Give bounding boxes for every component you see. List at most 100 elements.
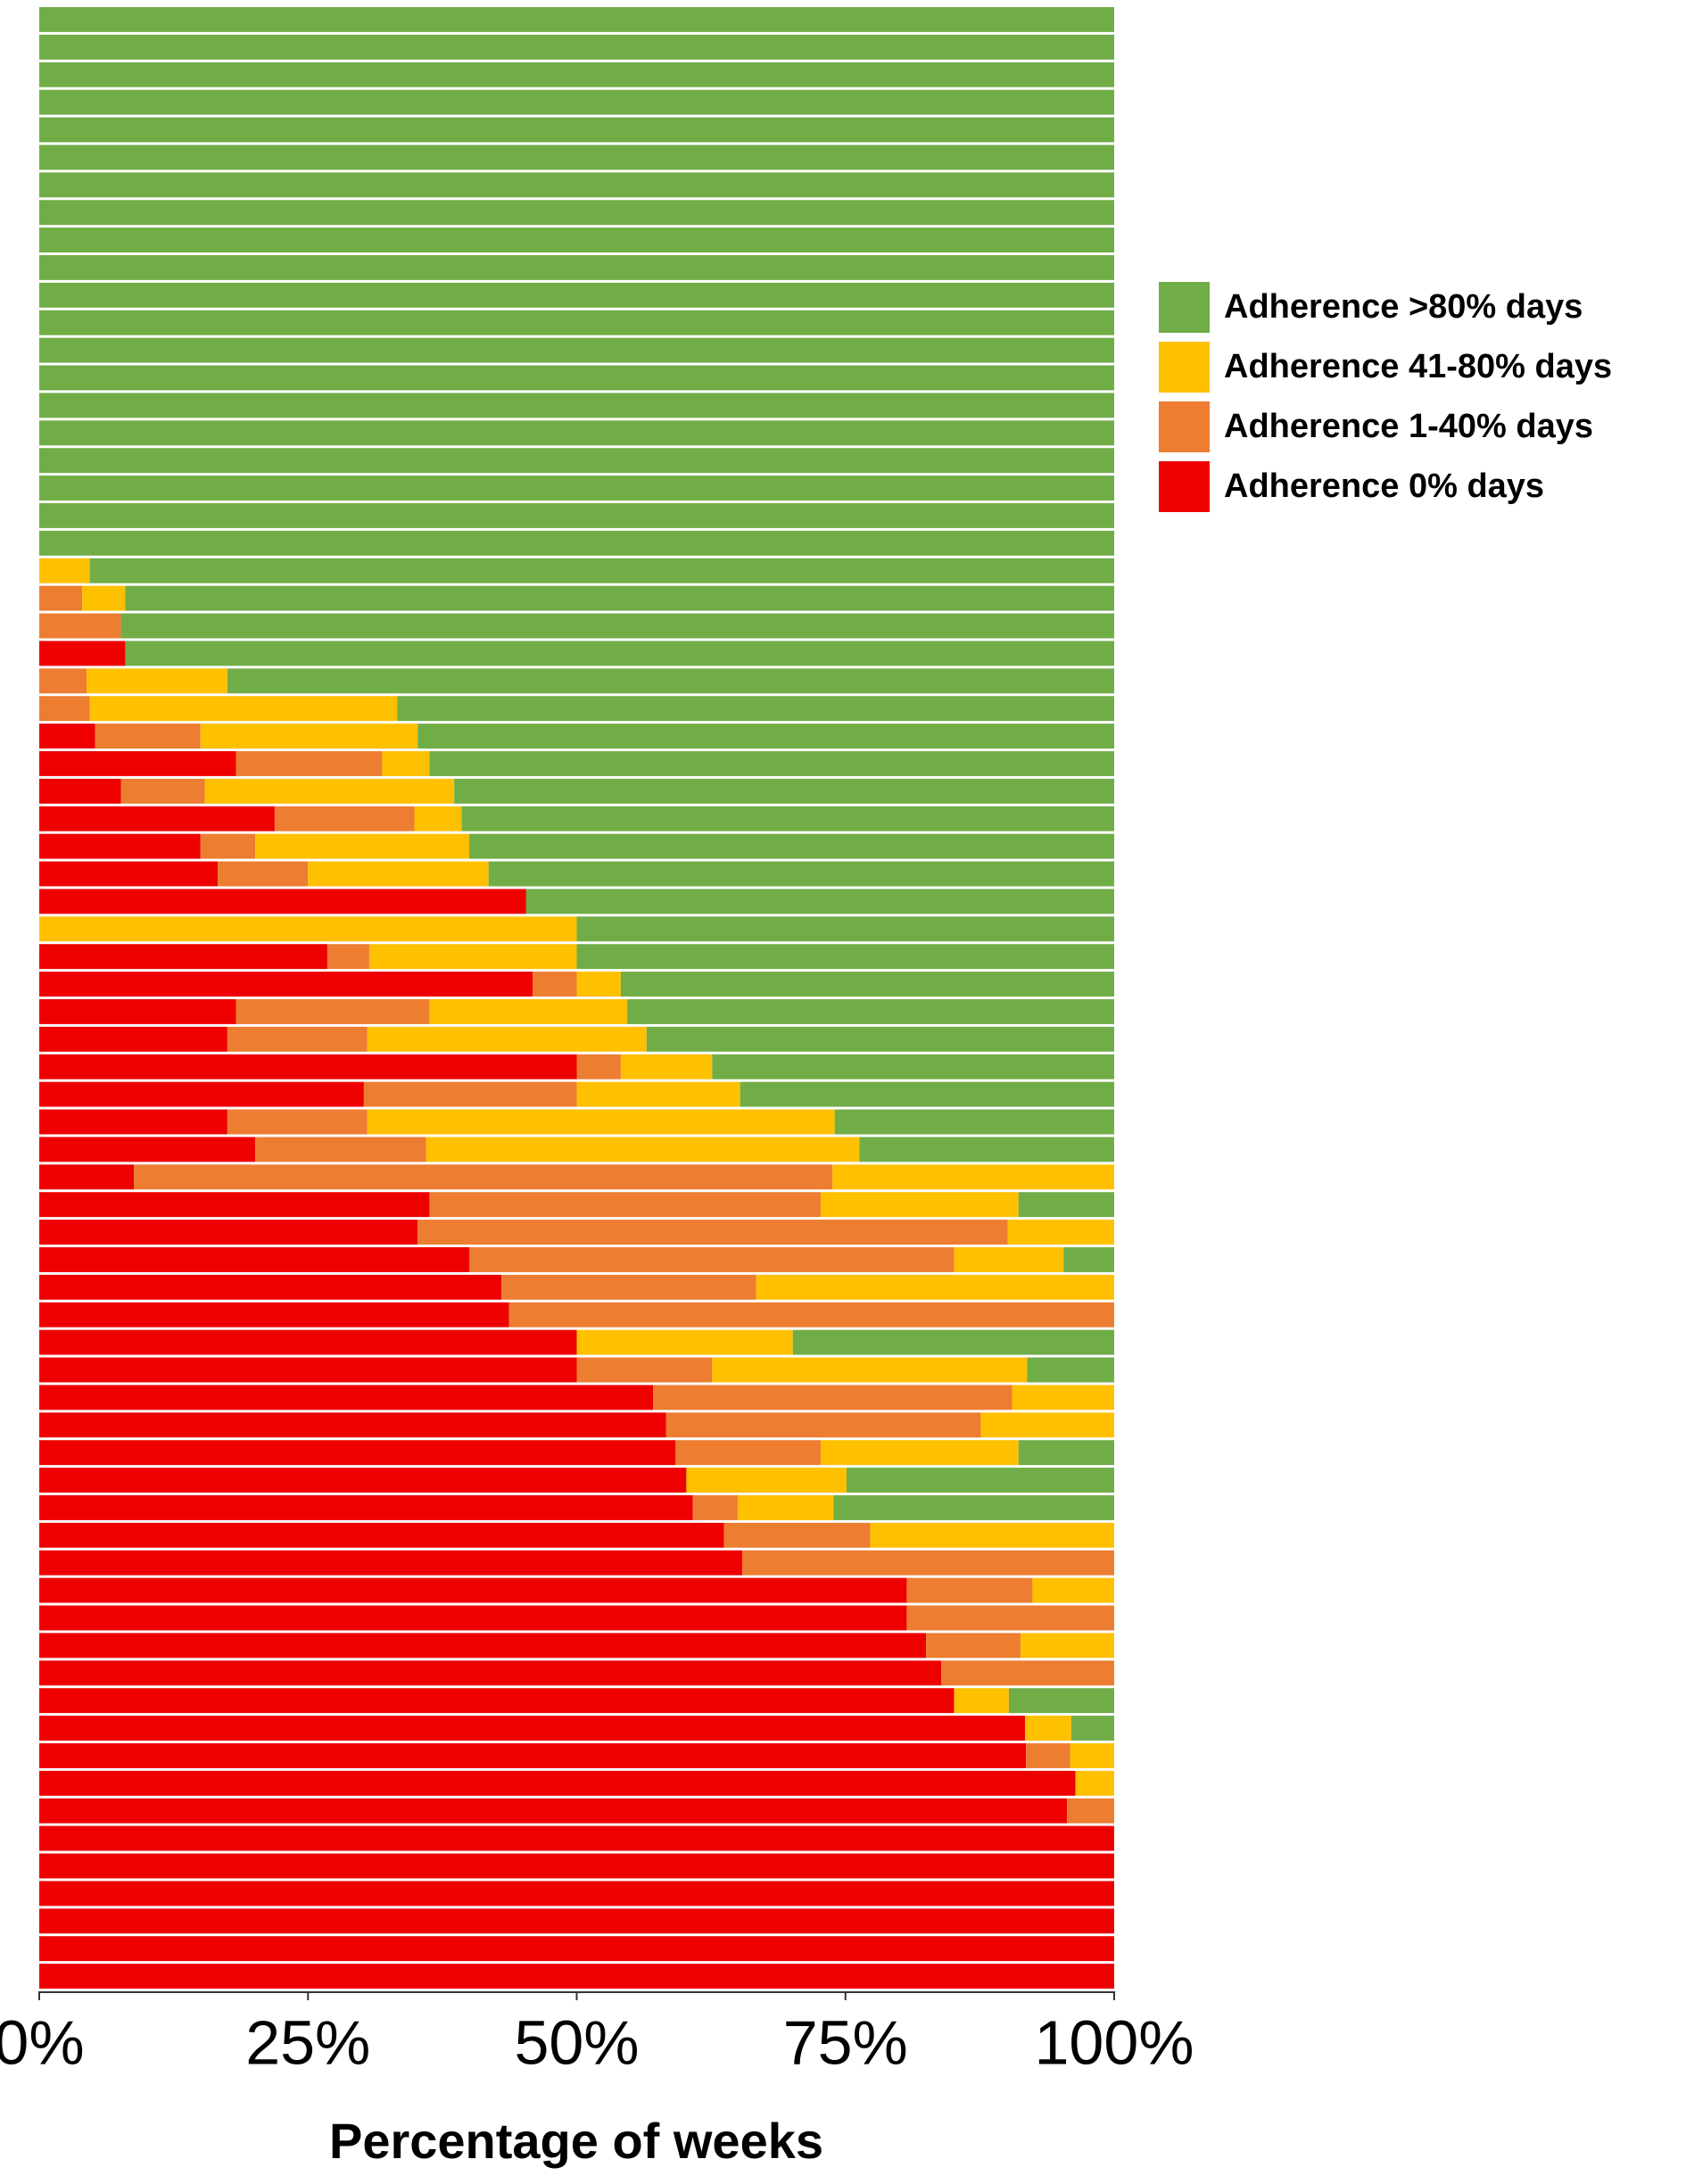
bar-segment (417, 1220, 1008, 1245)
bar-segment (39, 34, 1114, 60)
bar-segment (712, 1054, 1114, 1080)
bar-segment (39, 1825, 1114, 1851)
bar-segment (39, 530, 1114, 556)
bar-segment (39, 585, 83, 611)
bar-segment (89, 696, 398, 722)
bar-segment (821, 1440, 1019, 1466)
bar-segment (39, 833, 201, 859)
bar-segment (1018, 1440, 1114, 1466)
bar-segment (1063, 1247, 1114, 1272)
bar-segment (39, 1550, 743, 1576)
bar-segment (665, 1412, 981, 1438)
bar-segment (426, 1137, 860, 1162)
bar-segment (833, 1495, 1114, 1520)
bar-segment (227, 668, 1114, 694)
bar-segment (834, 1109, 1114, 1135)
bar-segment (576, 972, 621, 997)
bar-segment (39, 696, 90, 722)
bar-segment (792, 1329, 1114, 1355)
bar-segment (39, 1881, 1114, 1907)
bar-segment (236, 999, 430, 1024)
bar-segment (508, 1302, 1114, 1328)
bar-segment (39, 1385, 654, 1410)
bar-segment (39, 1605, 907, 1631)
bar-segment (870, 1522, 1114, 1548)
legend-label: Adherence 1-40% days (1224, 408, 1593, 445)
bar-segment (218, 861, 309, 887)
bar-segment (712, 1357, 1028, 1383)
bar-segment (39, 255, 1114, 280)
bar-segment (576, 944, 1114, 970)
bar-segment (39, 117, 1114, 143)
bar-segment (906, 1605, 1114, 1631)
bar-segment (906, 1577, 1033, 1603)
bar-segment (954, 1688, 1009, 1714)
bar-segment (533, 972, 577, 997)
bar-segment (429, 999, 628, 1024)
bar-segment (926, 1633, 1021, 1659)
bar-segment (627, 999, 1114, 1024)
bar-segment (95, 724, 201, 749)
bar-segment (39, 1908, 1114, 1934)
bar-segment (1018, 1192, 1114, 1218)
bar-segment (367, 1026, 647, 1052)
bar-segment (39, 1743, 1027, 1768)
bar-segment (274, 806, 415, 831)
bar-segment (39, 393, 1114, 418)
bar-segment (39, 806, 275, 831)
bar-segment (125, 585, 1114, 611)
bar-segment (488, 861, 1114, 887)
legend-swatch (1159, 461, 1210, 512)
bar-segment (39, 944, 327, 970)
bar-segment (39, 7, 1114, 32)
bar-segment (39, 724, 95, 749)
bar-segment (39, 972, 533, 997)
bar-segment (620, 1054, 713, 1080)
bar-segment (1066, 1798, 1114, 1824)
bar-segment (39, 1412, 666, 1438)
bar-segment (756, 1274, 1114, 1300)
bar-segment (227, 1109, 368, 1135)
bar-segment (326, 944, 369, 970)
legend-swatch (1159, 401, 1210, 452)
bar-segment (39, 365, 1114, 391)
bar-segment (200, 724, 418, 749)
bar-segment (120, 613, 1115, 639)
bar-segment (39, 282, 1114, 308)
x-tick-label: 25% (245, 2007, 370, 2077)
bar-segment (39, 62, 1114, 87)
bar-segment (1007, 1220, 1114, 1245)
bar-segment (39, 337, 1114, 363)
bar-segment (980, 1412, 1114, 1438)
bar-segment (469, 833, 1114, 859)
bar-segment (429, 751, 1114, 776)
bar-segment (39, 1936, 1114, 1962)
bar-segment (367, 1109, 835, 1135)
bar-segment (39, 1688, 955, 1714)
bar-segment (675, 1440, 822, 1466)
bar-segment (414, 806, 462, 831)
bar-segment (39, 1468, 687, 1493)
bar-segment (39, 1770, 1076, 1796)
bar-segment (821, 1192, 1019, 1218)
bar-segment (39, 1798, 1067, 1824)
bar-segment (120, 778, 205, 804)
bar-segment (1012, 1385, 1114, 1410)
bar-segment (363, 1081, 577, 1107)
bar-segment (723, 1522, 871, 1548)
bar-segment (39, 200, 1114, 226)
bar-segment (308, 861, 489, 887)
bar-segment (39, 558, 90, 583)
bar-segment (846, 1468, 1114, 1493)
x-tick-label: 50% (514, 2007, 639, 2077)
bar-segment (39, 1660, 941, 1686)
bar-segment (39, 916, 577, 942)
x-tick-label: 0% (0, 2007, 85, 2077)
bar-segment (646, 1026, 1114, 1052)
bar-segment (39, 1302, 509, 1328)
bar-segment (368, 944, 577, 970)
bar-segment (134, 1164, 833, 1190)
bar-segment (39, 1329, 577, 1355)
bar-segment (39, 1054, 577, 1080)
